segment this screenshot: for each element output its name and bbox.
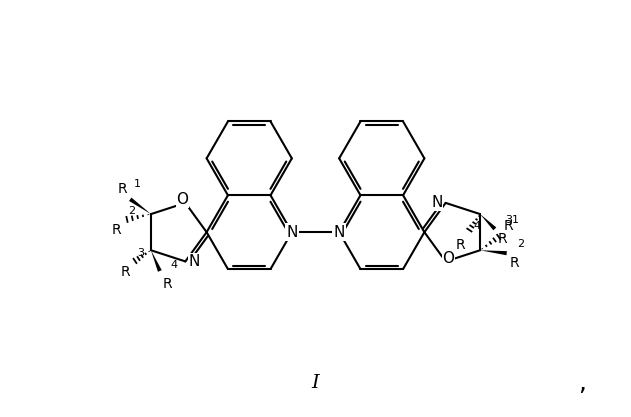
Text: 3: 3 bbox=[505, 215, 512, 225]
Text: R: R bbox=[121, 265, 130, 279]
Text: O: O bbox=[177, 193, 189, 207]
Text: 1: 1 bbox=[511, 216, 519, 226]
Polygon shape bbox=[151, 250, 162, 272]
Text: 4: 4 bbox=[170, 260, 177, 270]
Text: 3: 3 bbox=[137, 248, 144, 258]
Text: N: N bbox=[333, 225, 345, 240]
Text: N: N bbox=[189, 254, 200, 269]
Text: 1: 1 bbox=[134, 179, 141, 189]
Text: R: R bbox=[163, 277, 172, 291]
Text: ,: , bbox=[578, 371, 586, 395]
Text: R: R bbox=[112, 223, 121, 237]
Text: N: N bbox=[286, 225, 298, 240]
Text: I: I bbox=[312, 374, 319, 392]
Text: 2: 2 bbox=[517, 239, 524, 249]
Text: 4: 4 bbox=[473, 221, 480, 231]
Polygon shape bbox=[129, 198, 151, 214]
Text: R: R bbox=[504, 219, 514, 233]
Text: R: R bbox=[456, 238, 465, 252]
Text: R: R bbox=[498, 232, 507, 246]
Text: R: R bbox=[510, 256, 519, 270]
Text: 2: 2 bbox=[128, 206, 135, 216]
Polygon shape bbox=[480, 250, 507, 255]
Text: R: R bbox=[117, 182, 127, 196]
Polygon shape bbox=[480, 214, 497, 230]
Text: N: N bbox=[431, 196, 442, 211]
Text: O: O bbox=[442, 251, 454, 266]
